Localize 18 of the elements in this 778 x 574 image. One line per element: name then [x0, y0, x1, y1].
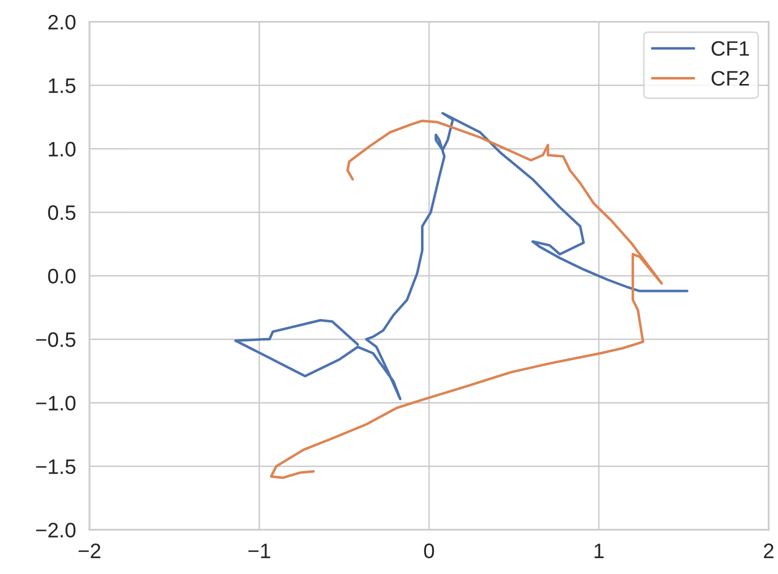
y-tick-label: 1.0: [48, 142, 76, 157]
y-tick-label: 0.0: [48, 268, 76, 284]
line-series: [270, 120, 663, 479]
y-tick-label: −0.5: [36, 332, 76, 348]
y-tick-label: 2.0: [48, 14, 76, 30]
x-tick-label: 2: [764, 544, 774, 558]
legend-label: CF2: [712, 70, 749, 86]
line-series: [234, 112, 688, 400]
y-tick-label: 1.5: [48, 78, 76, 94]
x-tick-label: −2: [78, 544, 100, 558]
y-tick-label: −1.5: [36, 460, 76, 474]
y-tick-label: 0.5: [48, 205, 76, 220]
x-tick-label: 1: [594, 544, 604, 558]
y-tick-label: −1.0: [36, 396, 76, 411]
y-tick-label: −2.0: [36, 522, 76, 538]
x-tick-label: −1: [248, 544, 270, 558]
legend-label: CF1: [712, 41, 749, 56]
x-tick-label: 0: [424, 544, 434, 558]
